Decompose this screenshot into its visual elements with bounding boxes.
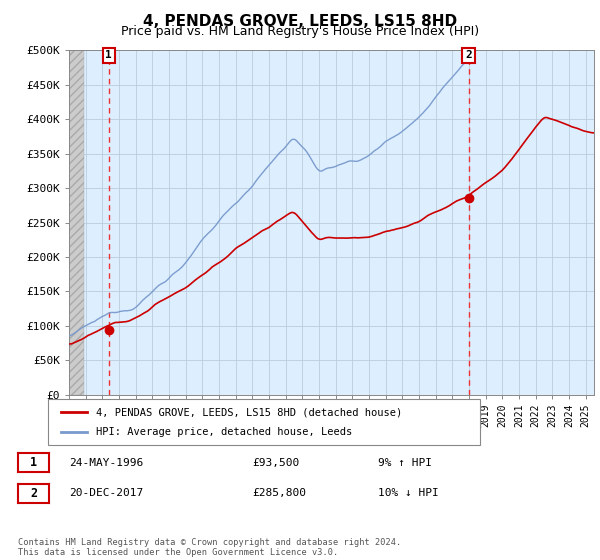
Text: 24-MAY-1996: 24-MAY-1996 (69, 458, 143, 468)
Text: Contains HM Land Registry data © Crown copyright and database right 2024.
This d: Contains HM Land Registry data © Crown c… (18, 538, 401, 557)
Text: 2: 2 (465, 50, 472, 60)
Text: £285,800: £285,800 (252, 488, 306, 498)
Text: 4, PENDAS GROVE, LEEDS, LS15 8HD: 4, PENDAS GROVE, LEEDS, LS15 8HD (143, 14, 457, 29)
Text: 20-DEC-2017: 20-DEC-2017 (69, 488, 143, 498)
Text: HPI: Average price, detached house, Leeds: HPI: Average price, detached house, Leed… (95, 427, 352, 437)
Text: 10% ↓ HPI: 10% ↓ HPI (378, 488, 439, 498)
Text: 4, PENDAS GROVE, LEEDS, LS15 8HD (detached house): 4, PENDAS GROVE, LEEDS, LS15 8HD (detach… (95, 407, 402, 417)
Text: £93,500: £93,500 (252, 458, 299, 468)
Bar (69, 50, 85, 395)
Text: 9% ↑ HPI: 9% ↑ HPI (378, 458, 432, 468)
FancyBboxPatch shape (48, 399, 480, 445)
Text: 2: 2 (30, 487, 37, 500)
Text: 1: 1 (30, 456, 37, 469)
Text: 1: 1 (106, 50, 112, 60)
Text: Price paid vs. HM Land Registry's House Price Index (HPI): Price paid vs. HM Land Registry's House … (121, 25, 479, 38)
